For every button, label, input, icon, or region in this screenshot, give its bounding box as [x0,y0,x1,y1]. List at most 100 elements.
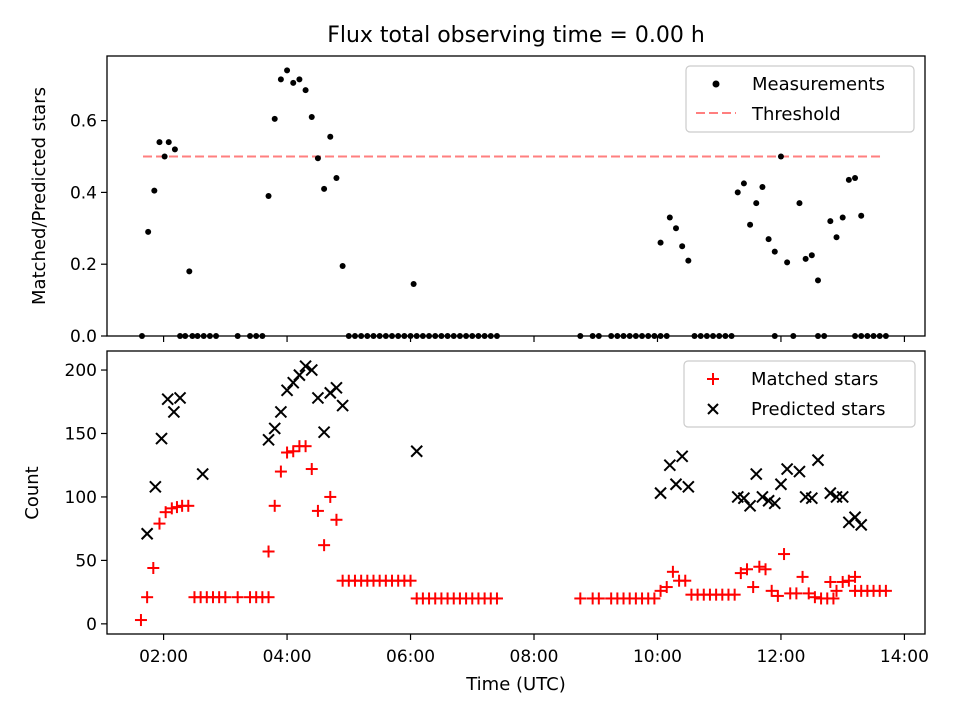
measurement-point [839,214,846,221]
matched-star-point [134,614,147,627]
matched-star-point [849,570,862,583]
measurement-point [327,133,334,140]
predicted-star-point [336,399,349,412]
predicted-star-point [305,363,318,377]
bottom-x-tick-label: 02:00 [139,647,188,667]
measurement-point [481,333,488,339]
measurement-point [213,333,220,339]
bottom-x-tick-label: 06:00 [386,647,435,667]
top-y-tick-label: 0.6 [70,112,97,132]
predicted-star-point [675,450,689,463]
measurement-point [882,333,889,339]
measurement-point [852,333,859,339]
measurement-point [284,67,291,74]
matched-star-point [830,584,843,597]
predicted-star-point [830,490,843,504]
measurement-point [277,76,284,83]
matched-star-point [759,563,772,576]
measurement-point [679,243,686,250]
legend-measurements-marker [712,80,720,88]
measurement-point [419,333,426,339]
matched-star-point [827,592,840,605]
bottom-legend: Matched stars Predicted stars [683,360,916,428]
predicted-star-point [756,490,769,504]
legend-threshold-label: Threshold [751,104,841,125]
matched-star-point [281,446,294,459]
matched-star-point [808,591,821,604]
measurement-point [796,200,803,207]
matched-star-point [305,463,318,476]
measurement-point [333,175,340,182]
matched-star-point [824,575,837,588]
matched-star-point [287,445,300,458]
measurement-point [314,155,321,162]
measurement-point [759,184,766,191]
predicted-star-point [311,391,325,405]
measurement-point [358,333,365,339]
top-y-tick-label: 0.0 [70,327,97,347]
predicted-star-point [149,480,162,493]
measurement-point [790,333,797,339]
matched-star-point [747,581,760,594]
predicted-star-point [854,518,868,532]
matched-star-point [141,591,154,604]
top-y-tick-label: 0.2 [70,255,97,275]
matched-star-point [778,548,791,561]
figure-title: Flux total observing time = 0.00 h [327,23,705,48]
matched-star-point [404,574,417,587]
measurement-point [463,333,470,339]
matched-star-point [836,575,849,588]
matched-star-point [262,591,275,604]
matched-star-point [153,517,166,530]
measurement-point [691,333,698,339]
matched-star-point [330,513,343,526]
measurement-point [438,333,445,339]
top-y-axis-label: Matched/Predicted stars [29,87,50,305]
legend-matched-marker [707,373,719,385]
predicted-star-point [774,478,788,491]
measurement-point [651,333,658,339]
bottom-x-axis-label: Time (UTC) [465,674,566,695]
predicted-star-point [196,467,209,481]
predicted-stars-series [140,360,868,540]
measurement-point [413,333,420,339]
measurement-point [632,333,639,339]
matched-star-point [490,592,503,605]
measurement-point [156,139,163,146]
measurement-point [858,212,865,219]
matched-star-point [318,539,331,552]
predicted-star-point [750,467,763,481]
matched-star-point [740,563,753,576]
predicted-star-point [274,405,288,419]
matched-star-point [147,562,160,575]
matched-star-point [771,589,784,602]
bottom-axes-frame [106,350,926,635]
matched-star-point [796,570,809,583]
measurement-point [145,228,152,235]
matched-star-point [268,499,281,512]
measurement-point [206,333,213,339]
predicted-star-point [161,393,174,406]
measurement-point [864,333,871,339]
measurement-point [814,333,821,339]
measurement-point [728,333,735,339]
predicted-star-point [824,486,837,500]
bottom-x-tick-label: 10:00 [633,647,682,667]
measurement-point [234,333,241,339]
measurement-point [432,333,439,339]
measurements-series [138,67,889,339]
bottom-x-tick-label: 12:00 [756,647,805,667]
measurement-point [771,333,778,339]
predicted-star-point [317,426,331,439]
measurement-point [858,333,865,339]
matched-star-point [765,584,778,597]
measurement-point [200,333,207,339]
predicted-star-point [293,368,306,382]
legend-predicted-label: Predicted stars [751,399,885,420]
matched-star-point [324,490,337,503]
predicted-star-point [780,462,794,476]
legend-predicted-marker [707,403,719,415]
matched-star-point [666,565,679,578]
measurement-point [852,175,859,182]
bottom-x-axis: 02:00 04:00 06:00 08:00 10:00 12:00 14:00 [139,634,929,667]
